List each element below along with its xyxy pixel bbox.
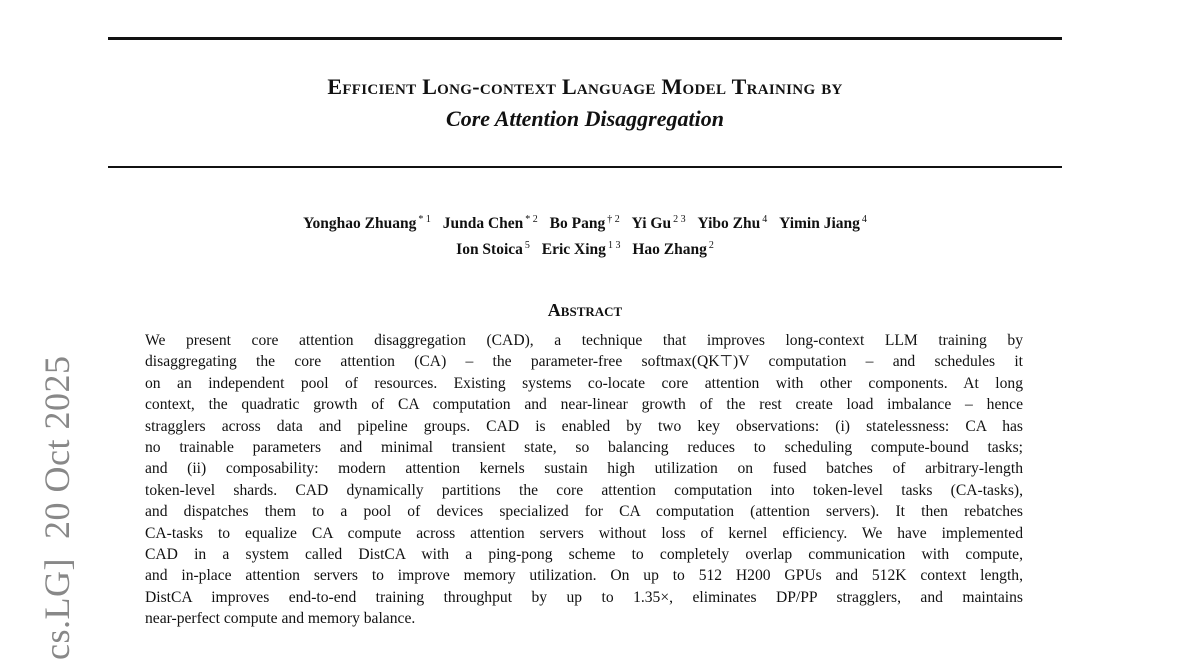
author: Yimin Jiang 4 bbox=[779, 214, 867, 233]
affiliation: 2 3 bbox=[673, 214, 686, 225]
title-line-2: Core Attention Disaggregation bbox=[446, 106, 724, 131]
author-name: Yonghao Zhuang bbox=[303, 215, 417, 233]
author-name: Yimin Jiang bbox=[779, 215, 860, 233]
abstract-heading: Abstract bbox=[547, 300, 623, 320]
abstract-line: CAD in a system called DistCA with a pin… bbox=[145, 546, 1023, 564]
affiliation: 4 bbox=[861, 214, 867, 225]
paper-title: Efficient Long-context Language Model Tr… bbox=[108, 72, 1062, 136]
author: Eric Xing 1 3 bbox=[541, 240, 621, 259]
author-name: Eric Xing bbox=[541, 241, 606, 259]
abstract-line: DistCA improves end-to-end training thro… bbox=[145, 588, 1023, 606]
author-row-2: Ion Stoica 5 Eric Xing 1 3 Hao Zhang 2 bbox=[108, 235, 1062, 261]
affiliation: 5 bbox=[524, 240, 530, 252]
abstract-body: We present core attention disaggregation… bbox=[145, 330, 1023, 630]
author-name: Hao Zhang bbox=[632, 241, 707, 259]
author: Junda Chen * 2 bbox=[442, 214, 538, 233]
abstract-line: stragglers across data and pipeline grou… bbox=[145, 417, 1023, 435]
affiliation: 2 bbox=[708, 240, 714, 252]
bottom-rule bbox=[108, 166, 1062, 168]
abstract-line: and dispatches them to a pool of devices… bbox=[145, 503, 1023, 521]
abstract-line: We present core attention disaggregation… bbox=[145, 332, 1023, 349]
affiliation: 1 3 bbox=[607, 240, 621, 252]
author-name: Yibo Zhu bbox=[697, 215, 761, 233]
author-list: Yonghao Zhuang * 1 Junda Chen * 2 Bo Pang †… bbox=[108, 209, 1062, 261]
author: Bo Pang † 2 bbox=[549, 214, 620, 233]
affiliation: 4 bbox=[762, 214, 768, 225]
author: Ion Stoica 5 bbox=[456, 240, 530, 259]
abstract-line: CA-tasks to equalize CA compute across a… bbox=[145, 524, 1023, 542]
affiliation: † 2 bbox=[607, 214, 620, 225]
abstract-line: token-level shards. CAD dynamically part… bbox=[145, 481, 1023, 499]
author: Yibo Zhu 4 bbox=[697, 214, 768, 233]
author-row-1: Yonghao Zhuang * 1 Junda Chen * 2 Bo Pang †… bbox=[108, 209, 1062, 235]
abstract-line: on an independent pool of resources. Exi… bbox=[145, 374, 1023, 392]
author-name: Ion Stoica bbox=[456, 241, 523, 259]
author-name: Bo Pang bbox=[549, 215, 606, 233]
abstract-line: disaggregating the core attention (CA) –… bbox=[145, 353, 1023, 371]
abstract-line: and (ii) composability: modern attention… bbox=[145, 460, 1023, 478]
author: Yi Gu 2 3 bbox=[631, 214, 686, 233]
affiliation: * 2 bbox=[525, 214, 538, 225]
abstract-line: and in-place attention servers to improv… bbox=[145, 567, 1023, 585]
author-name: Junda Chen bbox=[442, 215, 524, 233]
author-name: Yi Gu bbox=[631, 215, 672, 233]
abstract-line: near-perfect compute and memory balance. bbox=[145, 610, 416, 628]
abstract-line: context, the quadratic growth of CA comp… bbox=[145, 396, 1023, 414]
author: Yonghao Zhuang * 1 bbox=[303, 214, 431, 233]
affiliation: * 1 bbox=[418, 214, 431, 225]
top-rule bbox=[108, 37, 1062, 40]
abstract-line: no trainable parameters and minimal tran… bbox=[145, 439, 1023, 457]
title-line-1: Efficient Long-context Language Model Tr… bbox=[327, 74, 843, 99]
arxiv-stamp: cs.LG] 20 Oct 2025 bbox=[37, 355, 77, 660]
author: Hao Zhang 2 bbox=[632, 240, 714, 259]
